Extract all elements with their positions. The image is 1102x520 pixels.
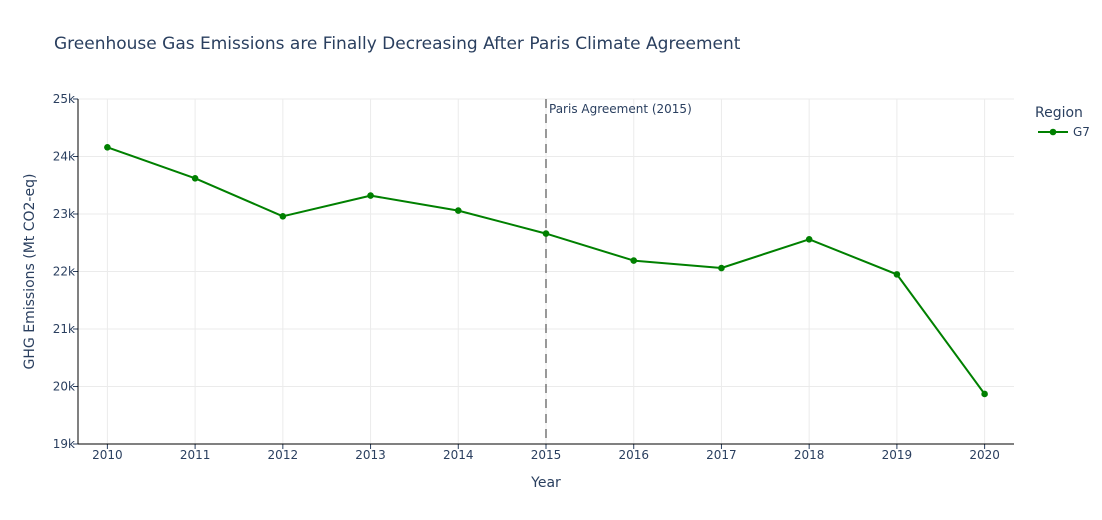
y-tick-label: 22k bbox=[53, 265, 75, 279]
data-point[interactable] bbox=[279, 213, 287, 220]
x-tick-label: 2015 bbox=[531, 448, 562, 462]
data-point[interactable] bbox=[630, 257, 638, 264]
x-axis-title: Year bbox=[530, 475, 561, 491]
legend-item-G7[interactable]: G7 bbox=[1038, 125, 1090, 139]
x-axis-ticks: 2010 2011 2012 2013 2014 2015 2016 2017 2018 2019… bbox=[92, 444, 1000, 462]
x-tick-label: 2011 bbox=[180, 448, 211, 462]
annotations: Paris Agreement (2015) bbox=[545, 99, 692, 444]
data-point[interactable] bbox=[454, 207, 462, 214]
data-point[interactable] bbox=[805, 236, 813, 243]
x-tick-label: 2012 bbox=[268, 448, 299, 462]
y-tick-label: 23k bbox=[53, 207, 75, 221]
data-point[interactable] bbox=[981, 390, 988, 398]
legend-title: Region bbox=[1035, 105, 1083, 121]
x-tick-label: 2020 bbox=[969, 448, 1000, 462]
chart-title: Greenhouse Gas Emissions are Finally Dec… bbox=[54, 34, 741, 54]
legend[interactable]: Region G7 bbox=[1035, 105, 1090, 139]
data-point[interactable] bbox=[367, 192, 374, 199]
x-tick-label: 2016 bbox=[618, 448, 649, 462]
y-axis-ticks: 19k 20k 21k 22k 23k 24k 25k bbox=[53, 92, 78, 451]
x-tick-label: 2010 bbox=[92, 448, 123, 462]
series-layer bbox=[104, 144, 988, 398]
x-tick-label: 2014 bbox=[443, 448, 474, 462]
data-point[interactable] bbox=[542, 230, 550, 237]
y-tick-label: 24k bbox=[53, 150, 75, 164]
data-point[interactable] bbox=[893, 271, 901, 278]
y-tick-label: 20k bbox=[53, 380, 75, 394]
x-tick-label: 2018 bbox=[794, 448, 825, 462]
legend-label: G7 bbox=[1073, 125, 1090, 139]
data-point[interactable] bbox=[718, 264, 725, 272]
data-point[interactable] bbox=[104, 144, 111, 151]
x-tick-label: 2017 bbox=[706, 448, 737, 462]
legend-marker-swatch bbox=[1049, 128, 1057, 136]
paris-agreement-label: Paris Agreement (2015) bbox=[549, 102, 692, 116]
y-tick-label: 25k bbox=[53, 92, 75, 106]
x-tick-label: 2013 bbox=[355, 448, 386, 462]
y-tick-label: 21k bbox=[53, 322, 75, 336]
y-axis-title: GHG Emissions (Mt CO2-eq) bbox=[22, 174, 38, 370]
y-tick-label: 19k bbox=[53, 437, 75, 451]
x-tick-label: 2019 bbox=[882, 448, 913, 462]
data-point[interactable] bbox=[191, 175, 199, 182]
